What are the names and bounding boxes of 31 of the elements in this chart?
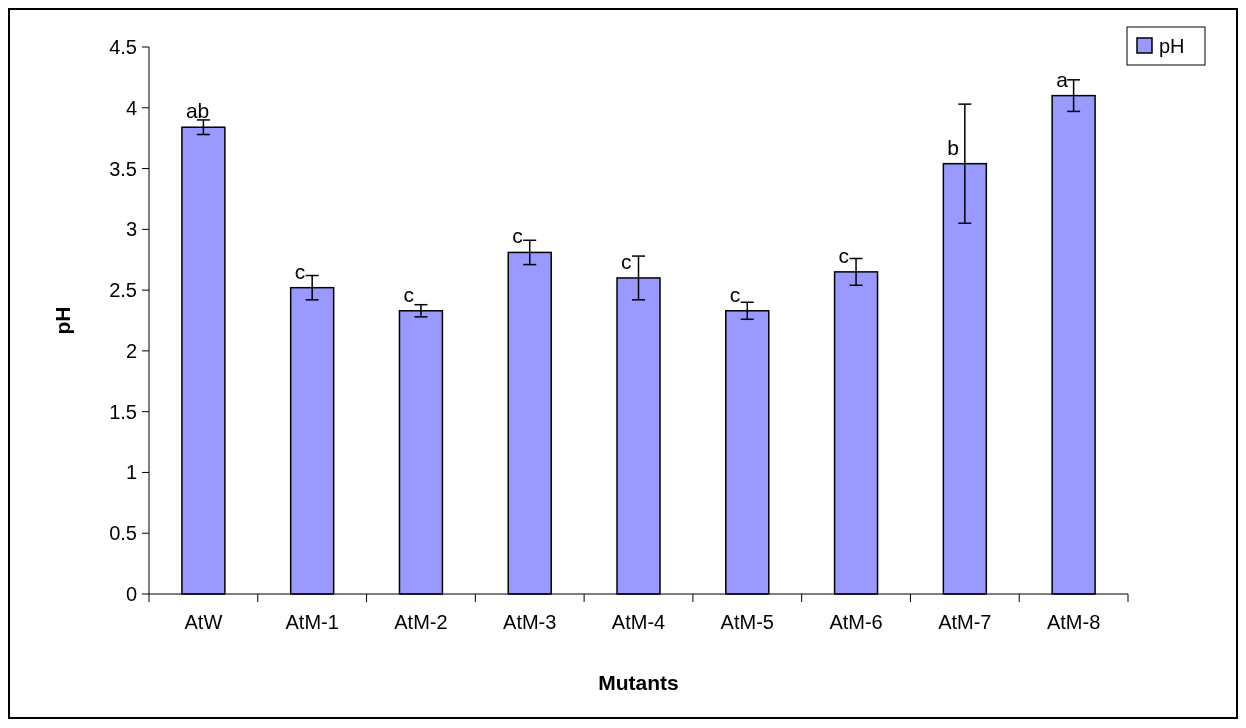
annotation: c (729, 282, 741, 306)
y-tick-label: 4.5 (109, 36, 137, 58)
annotation: c (403, 282, 414, 306)
x-axis-title: Mutants (598, 671, 679, 694)
annotation: b (947, 135, 960, 159)
y-tick-label: 1 (125, 461, 137, 484)
x-tick-label: AtW (184, 611, 223, 633)
y-tick-label: 3 (125, 218, 137, 241)
x-tick-label: AtM-3 (503, 611, 557, 633)
x-tick-label: AtM-7 (938, 611, 992, 633)
x-tick-label: AtM-8 (1046, 611, 1101, 633)
annotation: c (838, 243, 850, 267)
y-tick-label: 2 (125, 339, 137, 362)
y-tick-label: 1.5 (109, 400, 137, 423)
annotation: c (621, 249, 632, 273)
annotation: ab (185, 99, 210, 123)
y-tick-label: 0.5 (109, 522, 137, 545)
annotation: c (512, 224, 523, 248)
x-tick-label: AtM-5 (720, 611, 774, 633)
annotation: a (1056, 67, 1069, 91)
x-tick-label: AtM-2 (394, 611, 448, 633)
y-tick-label: 3.5 (109, 157, 137, 180)
y-axis-title: pH (51, 306, 74, 335)
y-tick-label: 2.5 (109, 279, 137, 302)
x-tick-label: AtM-6 (829, 611, 883, 633)
y-tick-label: 0 (125, 583, 137, 605)
x-tick-label: AtM-4 (611, 611, 666, 633)
annotation: c (294, 259, 306, 283)
x-tick-label: AtM-1 (285, 611, 339, 633)
legend-label: pH (1159, 35, 1185, 57)
y-tick-label: 4 (125, 96, 137, 119)
